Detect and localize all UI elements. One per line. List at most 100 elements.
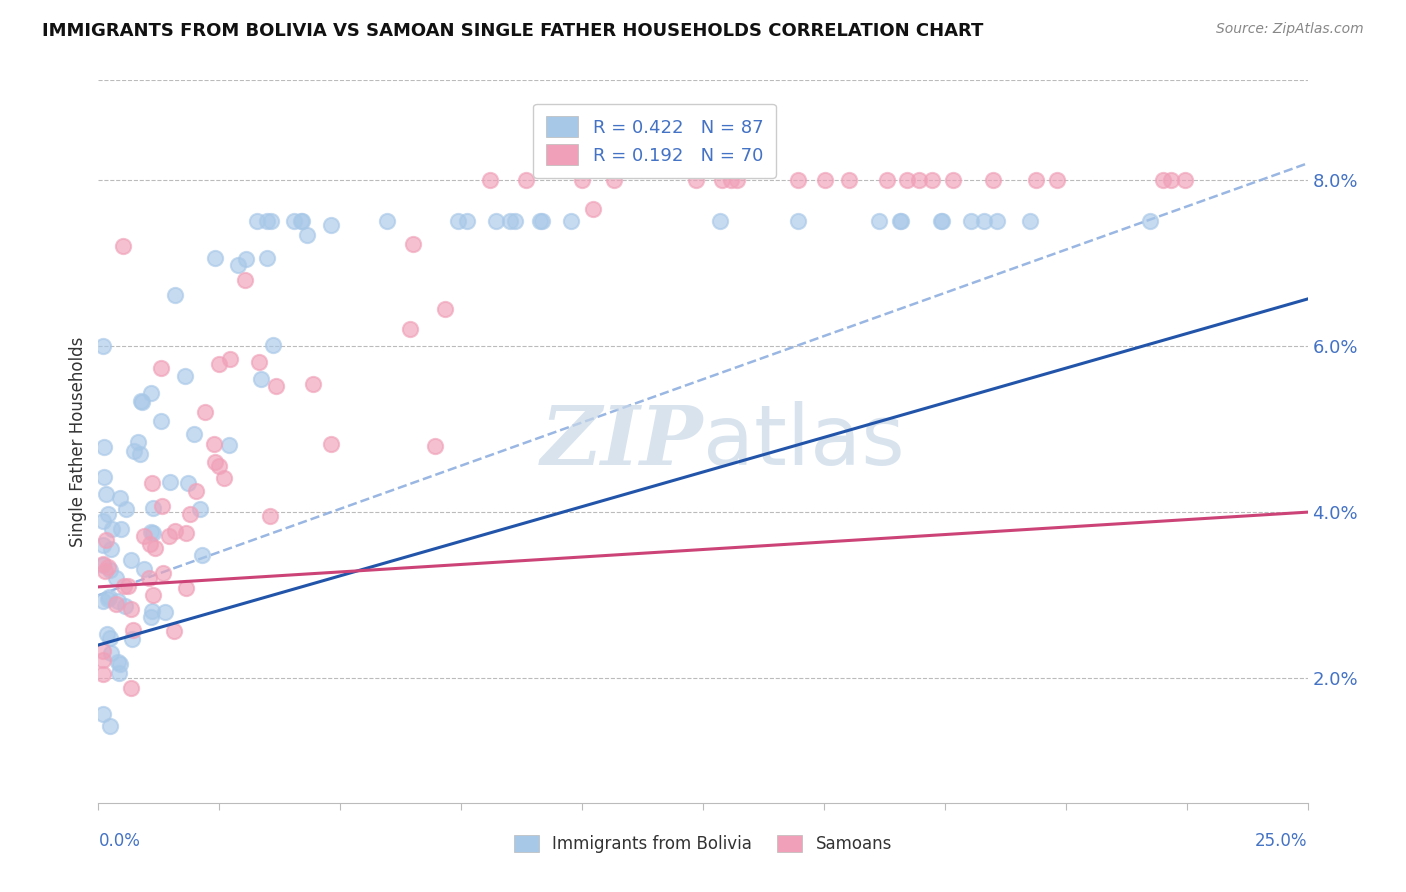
Point	[208, 459, 231, 474]
Point	[212, 471, 235, 485]
Point	[176, 476, 198, 491]
Point	[479, 173, 502, 187]
Point	[91, 667, 114, 681]
Point	[908, 173, 931, 187]
Point	[515, 173, 537, 187]
Point	[262, 338, 284, 352]
Point	[896, 173, 918, 187]
Text: 0.0%: 0.0%	[98, 831, 141, 850]
Point	[321, 219, 343, 233]
Point	[98, 590, 121, 604]
Point	[150, 414, 173, 428]
Point	[97, 508, 120, 522]
Point	[142, 588, 165, 602]
Point	[960, 214, 983, 228]
Text: IMMIGRANTS FROM BOLIVIA VS SAMOAN SINGLE FATHER HOUSEHOLDS CORRELATION CHART: IMMIGRANTS FROM BOLIVIA VS SAMOAN SINGLE…	[42, 22, 984, 40]
Point	[108, 657, 131, 672]
Point	[603, 173, 626, 187]
Point	[1174, 173, 1197, 187]
Point	[98, 719, 121, 733]
Point	[571, 173, 593, 187]
Point	[138, 571, 160, 585]
Point	[104, 571, 127, 585]
Point	[259, 508, 281, 523]
Point	[204, 252, 226, 266]
Point	[685, 173, 707, 187]
Point	[530, 214, 553, 228]
Text: 25.0%: 25.0%	[1256, 831, 1308, 850]
Point	[260, 214, 283, 228]
Point	[786, 173, 808, 187]
Point	[321, 437, 343, 451]
Point	[174, 369, 197, 384]
Point	[247, 354, 270, 368]
Point	[402, 237, 425, 252]
Point	[100, 646, 122, 660]
Point	[399, 322, 422, 336]
Point	[876, 173, 898, 187]
Point	[120, 681, 142, 695]
Y-axis label: Single Father Households: Single Father Households	[69, 336, 87, 547]
Point	[1160, 173, 1182, 187]
Point	[297, 227, 319, 242]
Point	[208, 358, 231, 372]
Point	[114, 502, 136, 516]
Point	[235, 252, 257, 266]
Point	[377, 214, 399, 228]
Point	[889, 214, 911, 228]
Point	[141, 524, 163, 539]
Point	[91, 514, 114, 528]
Point	[129, 448, 152, 462]
Point	[112, 579, 135, 593]
Point	[233, 272, 256, 286]
Point	[219, 352, 242, 367]
Point	[134, 562, 156, 576]
Point	[973, 214, 995, 228]
Point	[503, 214, 526, 228]
Point	[132, 529, 155, 543]
Point	[174, 581, 197, 595]
Point	[290, 214, 312, 228]
Point	[1025, 173, 1047, 187]
Point	[91, 557, 114, 571]
Text: atlas: atlas	[703, 401, 904, 482]
Point	[163, 624, 186, 639]
Point	[529, 214, 551, 228]
Point	[91, 706, 114, 721]
Point	[97, 560, 120, 574]
Point	[921, 173, 943, 187]
Point	[105, 597, 128, 611]
Point	[94, 487, 117, 501]
Point	[110, 522, 132, 536]
Point	[986, 214, 1008, 228]
Point	[931, 214, 953, 228]
Point	[1139, 214, 1161, 228]
Point	[131, 394, 153, 409]
Point	[1019, 214, 1042, 228]
Point	[433, 301, 456, 316]
Point	[96, 627, 118, 641]
Point	[107, 593, 129, 607]
Point	[838, 173, 860, 187]
Point	[157, 529, 180, 543]
Point	[120, 553, 142, 567]
Point	[98, 632, 121, 646]
Point	[107, 655, 129, 669]
Point	[204, 455, 226, 469]
Point	[190, 502, 212, 516]
Point	[101, 522, 124, 536]
Legend: Immigrants from Bolivia, Samoans: Immigrants from Bolivia, Samoans	[508, 828, 898, 860]
Point	[218, 438, 240, 452]
Point	[194, 405, 217, 419]
Point	[179, 508, 201, 522]
Point	[1152, 173, 1174, 187]
Point	[150, 500, 173, 514]
Point	[890, 214, 912, 228]
Text: ZIP: ZIP	[540, 401, 703, 482]
Point	[122, 444, 145, 458]
Point	[183, 427, 205, 442]
Point	[981, 173, 1004, 187]
Point	[91, 594, 114, 608]
Point	[560, 214, 582, 228]
Point	[141, 386, 163, 401]
